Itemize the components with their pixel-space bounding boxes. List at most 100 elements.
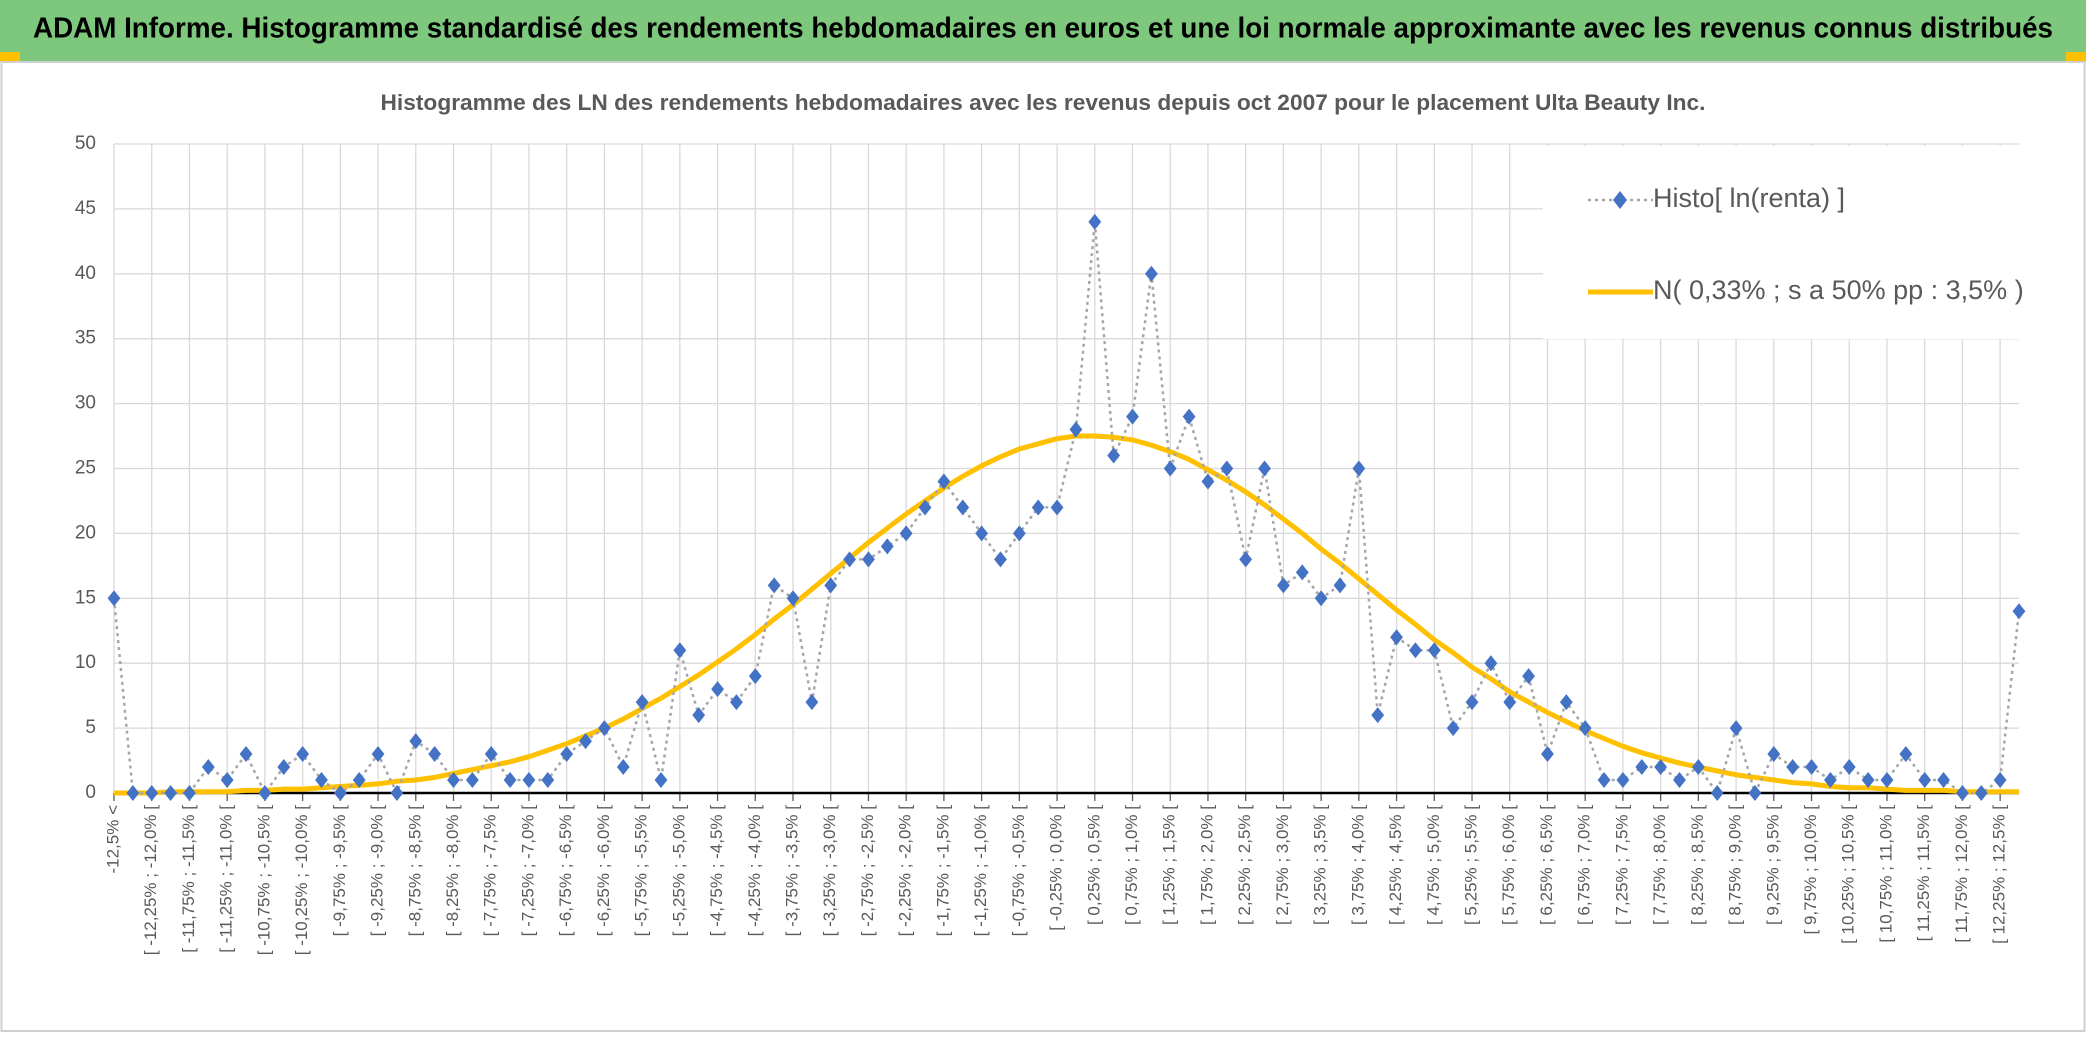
point-marker xyxy=(1201,473,1215,490)
x-tick-label: [ 3,25% ; 3,5% [ xyxy=(1311,805,1330,925)
x-tick-label: [ -5,75% ; -5,5% [ xyxy=(632,805,651,937)
point-marker xyxy=(522,772,536,789)
point-marker xyxy=(258,785,272,801)
point-marker xyxy=(1748,785,1762,801)
x-tick-label: [ 5,75% ; 6,0% [ xyxy=(1499,805,1518,925)
chart-title: Histogramme des LN des rendements hebdom… xyxy=(381,90,1706,115)
x-tick-label: [ -11,75% ; -11,5% [ xyxy=(179,805,198,953)
x-tick-label: [ 5,25% ; 5,5% [ xyxy=(1462,805,1481,925)
x-tick-label: [ -7,25% ; -7,0% [ xyxy=(518,805,537,937)
legend-label: Histo[ ln(renta) ] xyxy=(1653,183,1845,213)
x-tick-label: [ -2,25% ; -2,0% [ xyxy=(896,805,915,937)
point-marker xyxy=(1974,785,1988,801)
point-marker xyxy=(1710,785,1724,801)
x-tick-label: [ 8,25% ; 8,5% [ xyxy=(1688,805,1707,925)
point-marker xyxy=(1559,694,1573,711)
x-tick-label: [ -7,75% ; -7,5% [ xyxy=(481,805,500,937)
point-marker xyxy=(541,772,555,789)
x-tick-label: [ 10,25% ; 10,5% [ xyxy=(1839,805,1858,944)
x-tick-label: [ -9,25% ; -9,0% [ xyxy=(368,805,387,937)
point-marker xyxy=(1805,759,1818,776)
x-tick-label: [ -8,75% ; -8,5% [ xyxy=(405,805,424,937)
x-tick-label: [ 4,25% ; 4,5% [ xyxy=(1386,805,1405,925)
x-tick-label: [ -1,75% ; -1,5% [ xyxy=(933,805,952,937)
point-marker xyxy=(635,694,649,711)
point-marker xyxy=(880,538,894,555)
x-tick-label: [ 1,75% ; 2,0% [ xyxy=(1197,805,1216,925)
point-marker xyxy=(1352,460,1366,477)
x-tick-label: [ 12,25% ; 12,5% [ xyxy=(1990,805,2009,944)
point-marker xyxy=(1314,590,1328,607)
y-tick-label: 0 xyxy=(85,782,96,803)
point-marker xyxy=(1390,629,1403,646)
x-tick-label: [ 9,75% ; 10,0% [ xyxy=(1801,805,1820,935)
point-marker xyxy=(786,590,800,607)
x-tick-label: [ -11,25% ; -11,0% [ xyxy=(217,805,236,953)
point-marker xyxy=(1842,759,1856,776)
x-tick-label: [ -12,25% ; -12,0% [ xyxy=(141,805,160,956)
y-tick-label: 50 xyxy=(75,133,96,154)
point-marker xyxy=(1937,772,1950,789)
point-marker xyxy=(333,785,347,801)
point-marker xyxy=(1691,759,1705,776)
point-marker xyxy=(1673,772,1686,789)
point-marker xyxy=(1050,499,1064,516)
point-marker xyxy=(994,551,1007,568)
point-marker xyxy=(1597,772,1611,789)
x-tick-label: [ 6,75% ; 7,0% [ xyxy=(1575,805,1594,925)
x-tick-label: [ -9,75% ; -9,5% [ xyxy=(330,805,349,937)
point-marker xyxy=(1126,408,1139,425)
x-tick-label: [ 0,75% ; 1,0% [ xyxy=(1122,805,1141,925)
point-marker xyxy=(1503,694,1517,711)
x-tick-label: [ -3,25% ; -3,0% [ xyxy=(820,805,839,937)
point-marker xyxy=(1635,759,1649,776)
point-marker xyxy=(805,694,819,711)
y-tick-label: 40 xyxy=(75,263,96,284)
legend-marker xyxy=(1613,191,1627,209)
page-title: ADAM Informe. Histogramme standardisé de… xyxy=(33,13,2053,45)
point-marker xyxy=(692,707,706,724)
point-marker xyxy=(1861,772,1875,789)
point-marker xyxy=(277,759,291,776)
point-marker xyxy=(1446,720,1460,737)
x-tick-label: [ 8,75% ; 9,0% [ xyxy=(1726,805,1745,925)
x-tick-label: [ 11,75% ; 12,0% [ xyxy=(1952,805,1971,943)
point-marker xyxy=(1220,460,1234,477)
x-tick-label: [ -0,75% ; -0,5% [ xyxy=(1009,805,1028,937)
point-marker xyxy=(843,551,856,568)
y-tick-label: 10 xyxy=(75,652,96,673)
x-tick-label: [ -6,25% ; -6,0% [ xyxy=(594,805,613,937)
x-tick-label: [ -2,75% ; -2,5% [ xyxy=(858,805,877,937)
frame xyxy=(0,61,2086,1032)
legend-label: N( 0,33% ; s a 50% pp : 3,5% ) xyxy=(1653,275,2024,305)
point-marker xyxy=(1333,577,1347,594)
point-marker xyxy=(1654,759,1668,776)
point-marker xyxy=(1767,746,1781,763)
x-tick-label: [ -6,75% ; -6,5% [ xyxy=(556,805,575,937)
point-marker xyxy=(428,746,442,763)
point-marker xyxy=(1484,655,1498,672)
point-marker xyxy=(1069,421,1083,438)
point-marker xyxy=(767,577,781,594)
x-tick-label: [ 2,75% ; 3,0% [ xyxy=(1273,805,1292,925)
point-marker xyxy=(899,525,913,542)
point-marker xyxy=(937,473,951,490)
point-marker xyxy=(1239,551,1253,568)
point-marker xyxy=(465,772,479,789)
point-marker xyxy=(654,772,668,789)
x-tick-label: [ -4,25% ; -4,0% [ xyxy=(745,805,764,937)
y-tick-label: 25 xyxy=(75,458,96,479)
point-marker xyxy=(1823,772,1837,789)
point-marker xyxy=(1956,785,1969,801)
point-marker xyxy=(371,746,385,763)
point-marker xyxy=(126,785,140,801)
series-line-dotted xyxy=(112,221,2021,797)
point-marker xyxy=(1409,642,1422,659)
point-marker xyxy=(1541,746,1554,763)
x-tick-label: [ 7,25% ; 7,5% [ xyxy=(1612,805,1631,925)
x-tick-label: [ -4,75% ; -4,5% [ xyxy=(707,805,726,937)
x-tick-label: [ -10,75% ; -10,5% [ xyxy=(254,805,273,956)
point-marker xyxy=(220,772,234,789)
y-tick-label: 45 xyxy=(75,198,96,219)
